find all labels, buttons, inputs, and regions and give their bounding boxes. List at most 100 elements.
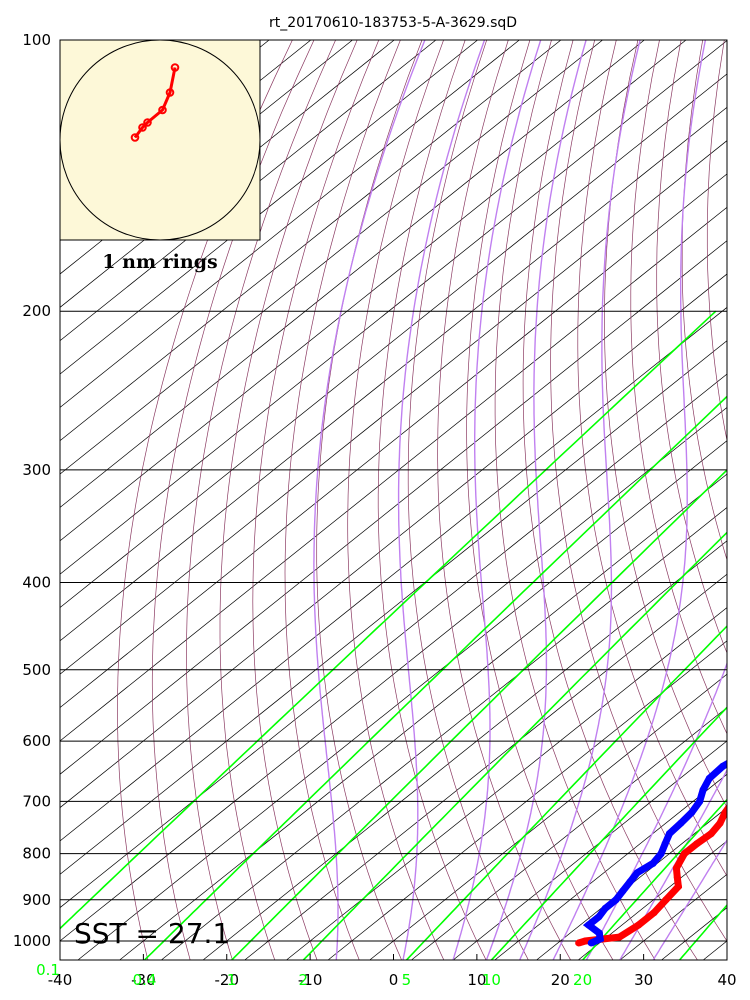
- dewpoint-point: [665, 830, 673, 838]
- mixing-ratio-line: [231, 468, 727, 960]
- mixing-ratio-line: [405, 625, 727, 960]
- isotherm-line: [60, 40, 520, 408]
- dry-adiabat-line: [284, 40, 401, 960]
- temperature-point: [741, 787, 748, 794]
- isotherm-line: [160, 507, 727, 960]
- isotherm-line: [60, 340, 727, 875]
- dewpoint-point: [699, 786, 707, 794]
- moist-adiabat-line: [452, 40, 542, 960]
- dewpoint-point: [661, 840, 669, 848]
- dry-adiabat-line: [151, 40, 315, 960]
- mixing-ratio-line: [60, 310, 717, 930]
- isotherm-line: [202, 540, 727, 960]
- mixing-ratio-line: [490, 706, 727, 960]
- pressure-tick-label: 600: [22, 732, 51, 750]
- hodograph-point: [138, 123, 147, 132]
- isotherm-line: [60, 206, 727, 742]
- dry-adiabat-line: [706, 40, 727, 443]
- mixing-ratio-label: 20: [573, 971, 592, 989]
- temperature-point: [693, 840, 701, 848]
- isotherm-line: [745, 40, 750, 960]
- moist-adiabat-line: [485, 40, 587, 960]
- dewpoint-point: [677, 819, 685, 827]
- sst-annotation: SST = 27.1: [74, 917, 230, 950]
- isotherm-line: [369, 673, 727, 960]
- isotherm-line: [60, 40, 687, 542]
- isotherm-line: [244, 573, 727, 960]
- isotherm-line: [60, 40, 603, 475]
- dry-adiabat-line: [316, 40, 423, 960]
- isotherm-line: [77, 440, 727, 960]
- temperature-tick-label: 40: [717, 971, 736, 989]
- temperature-point: [662, 896, 670, 904]
- hodograph-ring: [59, 39, 261, 241]
- temperature-tick-label: -20: [215, 971, 240, 989]
- dewpoint-point: [612, 896, 620, 904]
- dry-adiabat-line: [377, 40, 487, 960]
- isotherm-line: [60, 40, 478, 375]
- hodograph-point: [165, 88, 175, 97]
- dewpoint-point: [595, 929, 603, 937]
- dry-adiabat-line: [407, 40, 529, 960]
- temperature-point: [680, 850, 688, 858]
- dewpoint-point: [741, 750, 748, 757]
- mixing-ratio-line: [302, 531, 727, 960]
- moist-adiabat-line: [619, 768, 727, 960]
- hodograph-point: [170, 63, 180, 72]
- dewpoint-point: [595, 913, 603, 921]
- temperature-point: [721, 808, 727, 816]
- hodograph-rings-label: 1 nm rings: [102, 251, 217, 273]
- hodograph-point: [143, 118, 152, 127]
- mixing-ratio-label: 10: [482, 971, 501, 989]
- dry-adiabat-line: [630, 40, 727, 735]
- isotherm-line: [494, 773, 727, 960]
- dry-adiabat-line: [117, 40, 293, 960]
- dewpoint-point: [657, 850, 665, 858]
- pressure-tick-label: 100: [22, 31, 51, 49]
- mixing-ratio-line: [143, 395, 727, 960]
- isotherm-line: [286, 607, 727, 960]
- temperature-tick-label: 20: [551, 971, 570, 989]
- moist-adiabat-line: [313, 40, 426, 960]
- dewpoint-point: [587, 939, 595, 947]
- mixing-ratio-label: 0.1: [36, 961, 60, 979]
- mixing-ratio-label: 0.4: [133, 971, 157, 989]
- dry-adiabat-line: [466, 40, 614, 960]
- temperature-tick-label: -10: [298, 971, 323, 989]
- dewpoint-point: [626, 878, 634, 886]
- dry-adiabat-line: [437, 40, 572, 960]
- temperature-point: [730, 798, 737, 805]
- isotherm-line: [60, 273, 727, 809]
- temperature-point: [635, 921, 643, 929]
- dewpoint-point: [719, 762, 727, 770]
- temperature-point: [672, 864, 680, 872]
- dewpoint-point: [619, 887, 627, 895]
- moist-adiabat-line: [397, 40, 486, 960]
- chart-title: rt_20170610-183753-5-A-3629.sqD: [269, 15, 517, 31]
- dewpoint-point: [649, 859, 657, 867]
- temperature-tick-label: -30: [131, 971, 156, 989]
- temperature-tick-label: 10: [467, 971, 486, 989]
- dewpoint-point: [596, 935, 604, 943]
- temperature-trace: [577, 803, 727, 947]
- moist-adiabat-line: [552, 40, 707, 960]
- temperature-tick-label: 0: [389, 971, 399, 989]
- hodograph-point: [130, 133, 140, 142]
- mixing-ratio-line: [581, 798, 727, 960]
- hodograph-trace: [130, 63, 180, 142]
- temperature-point: [674, 883, 682, 891]
- dry-adiabat-line: [219, 40, 358, 960]
- hodograph-point: [158, 105, 167, 115]
- temperature-point: [673, 873, 681, 881]
- temperature-point: [650, 909, 658, 917]
- dry-adiabat-line: [732, 40, 750, 960]
- temperature-tick-label: -40: [48, 971, 73, 989]
- isotherm-line: [60, 140, 727, 675]
- profile-traces: [575, 750, 748, 947]
- isotherm-line: [60, 40, 645, 508]
- pressure-tick-label: 300: [22, 461, 51, 479]
- isotherm-line: [60, 40, 727, 575]
- dewpoint-point: [633, 869, 641, 877]
